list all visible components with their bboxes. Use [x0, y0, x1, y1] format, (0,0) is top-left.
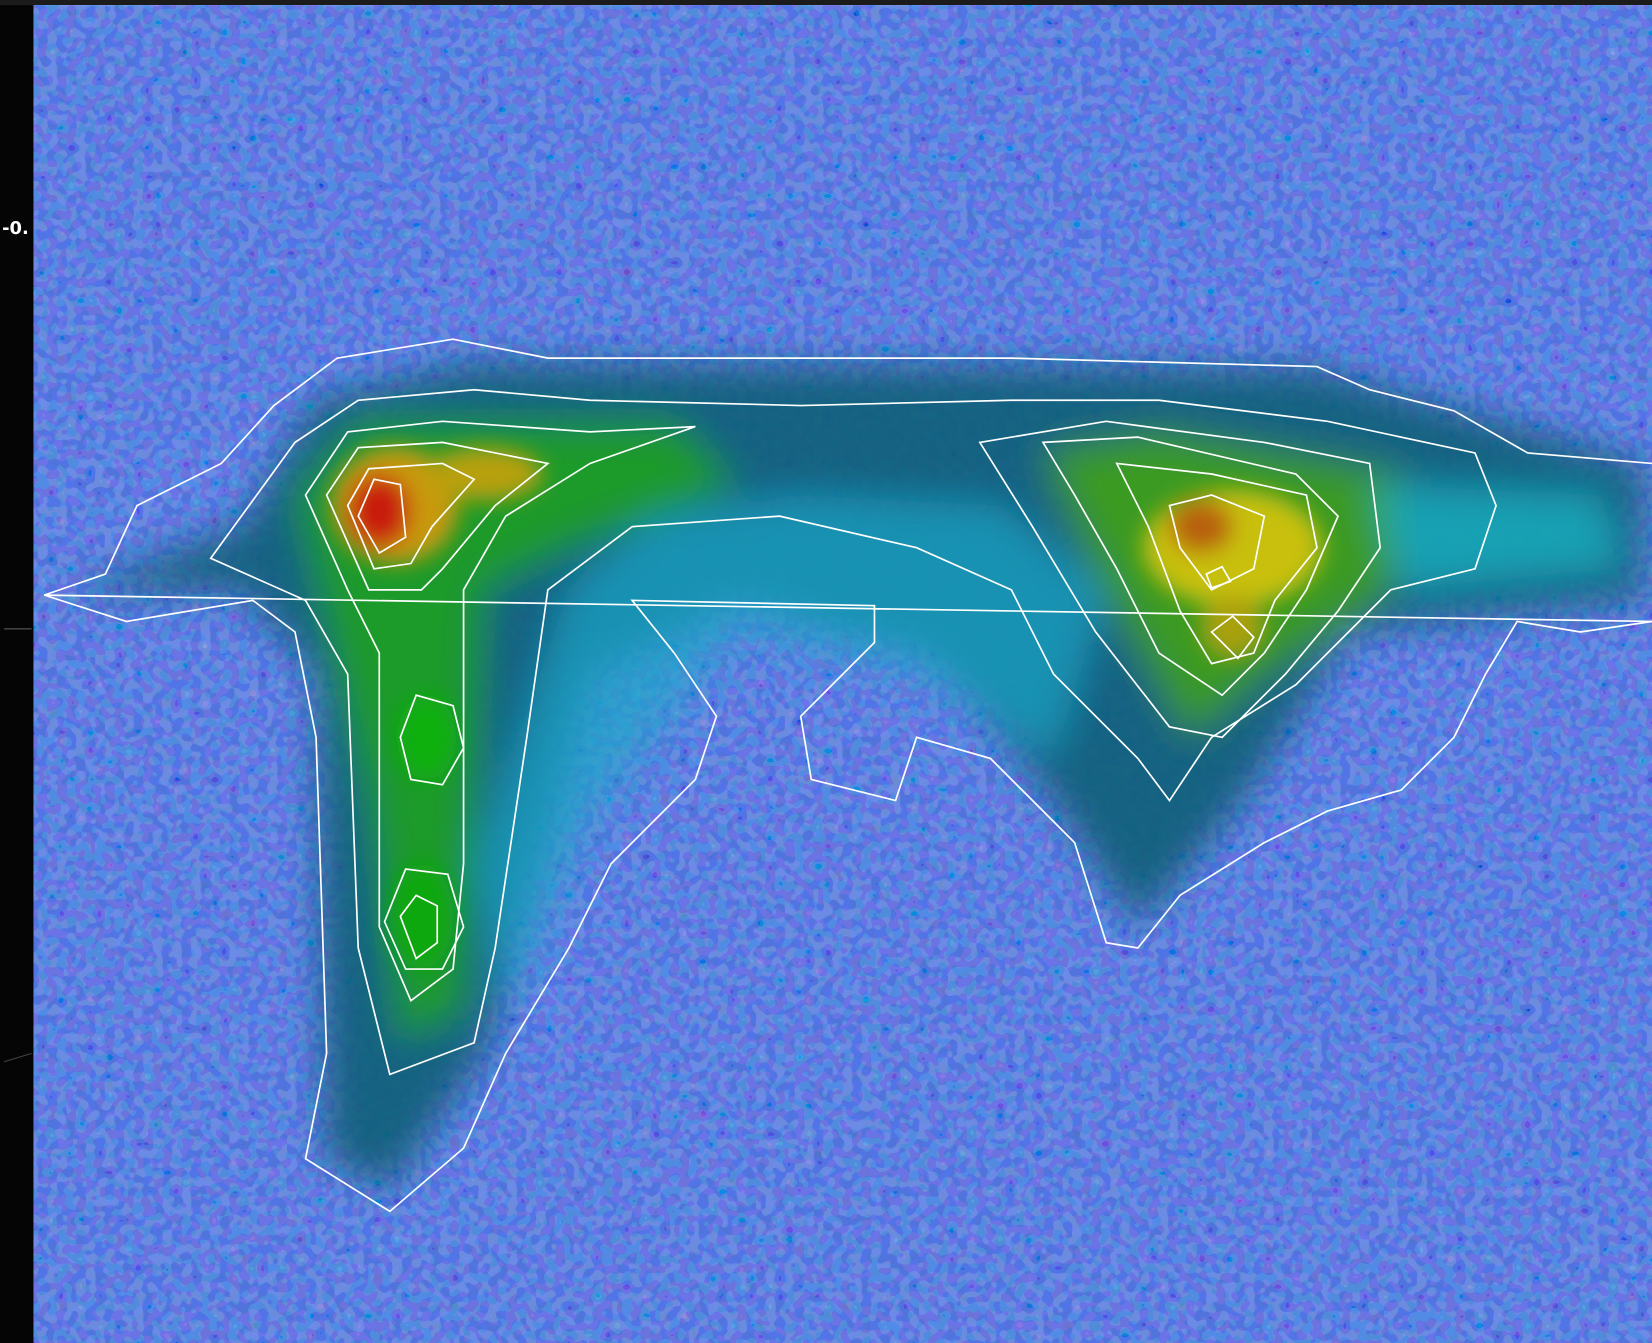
- tick-mark: [4, 1052, 32, 1063]
- contour-lines: [43, 338, 1652, 1213]
- tick-label: -0.: [2, 218, 29, 239]
- axis-strip: [0, 5, 34, 1343]
